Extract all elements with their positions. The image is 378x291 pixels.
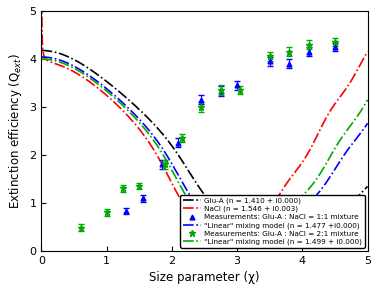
Y-axis label: Extinction efficiency (Q$_{ext}$): Extinction efficiency (Q$_{ext}$) bbox=[7, 53, 24, 209]
Legend: Glu-A (n = 1.410 + i0.000), NaCl (n = 1.546 + i0.003), Measurements: Glu-A : NaC: Glu-A (n = 1.410 + i0.000), NaCl (n = 1.… bbox=[180, 195, 365, 248]
X-axis label: Size parameter (χ): Size parameter (χ) bbox=[149, 271, 260, 284]
